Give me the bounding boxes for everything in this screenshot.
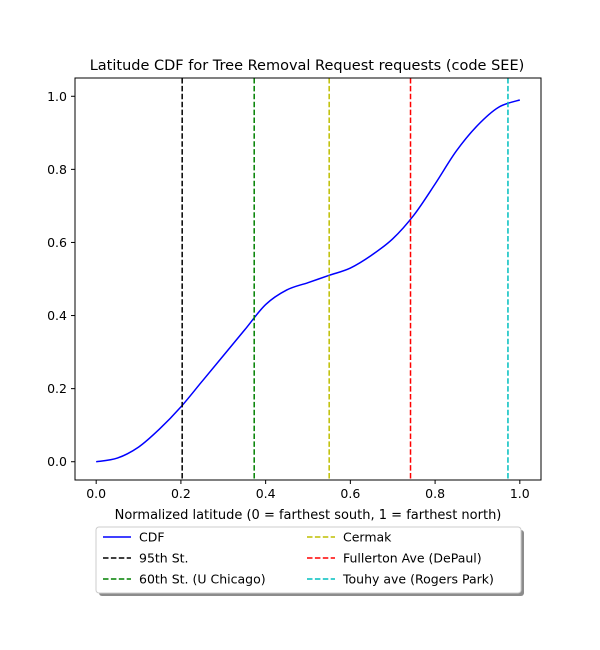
legend-label: 60th St. (U Chicago) (139, 572, 266, 587)
x-axis-label: Normalized latitude (0 = farthest south,… (115, 508, 502, 523)
legend-label: CDF (139, 530, 165, 545)
y-tick-label: 0.4 (47, 308, 67, 323)
plot-area (96, 78, 521, 480)
chart-title: Latitude CDF for Tree Removal Request re… (90, 58, 525, 74)
y-tick-label: 0.6 (47, 235, 67, 250)
y-tick-label: 0.8 (47, 162, 67, 177)
x-tick-label: 1.0 (510, 486, 530, 501)
x-tick-label: 0.4 (256, 486, 276, 501)
legend-label: Touhy ave (Rogers Park) (342, 572, 494, 587)
legend-label: Fullerton Ave (DePaul) (343, 551, 482, 566)
y-tick-label: 1.0 (47, 89, 67, 104)
y-tick-label: 0.2 (47, 381, 67, 396)
series-line-cdf (96, 99, 521, 463)
x-tick-label: 0.6 (340, 486, 360, 501)
plot-frame (74, 77, 542, 481)
legend-label: Cermak (343, 530, 392, 545)
x-axis: 0.0 0.2 0.4 0.6 0.8 1.0 (86, 480, 530, 501)
legend-box (95, 526, 522, 594)
legend: CDF 95th St. 60th St. (U Chicago) Cermak Ful… (95, 526, 524, 596)
y-axis: 0.0 0.2 0.4 0.6 0.8 1.0 (47, 89, 75, 469)
legend-label: 95th St. (139, 551, 189, 566)
x-tick-label: 0.2 (171, 486, 191, 501)
x-tick-label: 0.8 (425, 486, 445, 501)
x-tick-label: 0.0 (86, 486, 106, 501)
y-tick-label: 0.0 (47, 454, 67, 469)
